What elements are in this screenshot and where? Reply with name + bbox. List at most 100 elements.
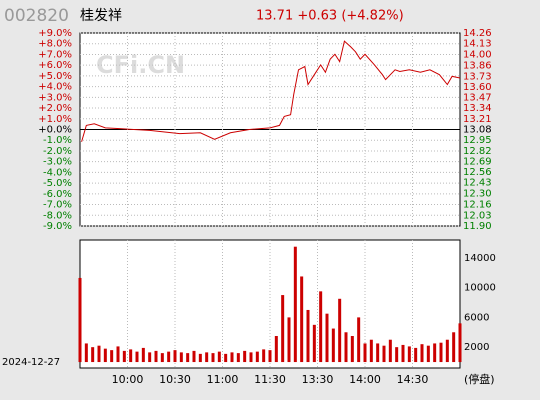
volume-bar — [78, 277, 82, 363]
y2-tick-label: 12.69 — [463, 156, 492, 167]
volume-bar — [230, 352, 234, 363]
y2-tick-label: 13.21 — [463, 114, 492, 125]
volume-bar — [186, 353, 190, 363]
y-tick-label: -5.0% — [43, 178, 72, 189]
volume-bar — [211, 353, 215, 363]
y-tick-label: 6000 — [464, 312, 489, 323]
volume-bar — [97, 345, 101, 363]
volume-bar — [458, 323, 462, 363]
y-tick-label: 10000 — [464, 283, 496, 294]
y2-tick-label: 12.43 — [463, 178, 492, 189]
y2-tick-label: 12.82 — [463, 146, 492, 157]
y-tick-label: -7.0% — [43, 200, 72, 211]
x-tick-label: 11:00 — [207, 373, 239, 386]
volume-bar — [452, 332, 456, 363]
y2-tick-label: 14.26 — [463, 28, 492, 39]
volume-bar — [357, 317, 361, 363]
y-tick-label: +0.0% — [38, 125, 72, 136]
volume-bar — [255, 351, 259, 363]
volume-bar — [376, 343, 380, 363]
y2-tick-label: 14.13 — [463, 39, 492, 50]
volume-bar — [154, 350, 158, 363]
stock-name: 桂发祥 — [80, 8, 122, 24]
volume-bar — [148, 352, 152, 363]
y2-tick-label: 13.86 — [463, 61, 492, 72]
volume-bar — [344, 332, 348, 363]
price-line — [81, 40, 461, 142]
volume-bar — [167, 351, 171, 363]
y-tick-label: +8.0% — [38, 39, 72, 50]
volume-bar — [414, 347, 418, 363]
volume-bar — [350, 336, 354, 363]
volume-bar — [110, 350, 114, 363]
y2-tick-label: 12.03 — [463, 210, 492, 221]
volume-bar — [129, 349, 133, 363]
volume-bar — [300, 276, 304, 363]
x-tick-label: 14:30 — [397, 373, 429, 386]
volume-bar — [325, 313, 329, 363]
y-tick-label: -4.0% — [43, 167, 72, 178]
y-tick-label: -1.0% — [43, 135, 72, 146]
volume-bar — [141, 347, 145, 363]
volume-unit: (停盘) — [464, 372, 495, 386]
volume-bar — [103, 348, 107, 363]
volume-bar — [287, 317, 291, 363]
volume-bar — [388, 339, 392, 363]
y-tick-label: +6.0% — [38, 60, 72, 71]
volume-bar — [192, 350, 196, 363]
y-tick-label: -8.0% — [43, 210, 72, 221]
volume-bar — [217, 351, 221, 363]
x-tick-label: 10:30 — [159, 373, 191, 386]
x-tick-label: 13:30 — [302, 373, 334, 386]
volume-bar — [160, 353, 164, 363]
x-tick-label: 11:30 — [254, 373, 286, 386]
volume-bar — [382, 345, 386, 363]
volume-bar — [243, 350, 247, 363]
y2-tick-label: 11.90 — [463, 221, 492, 232]
volume-bar — [262, 349, 266, 363]
volume-bar — [401, 344, 405, 363]
volume-bar — [369, 339, 373, 363]
volume-bar — [331, 328, 335, 363]
y-tick-label: -6.0% — [43, 189, 72, 200]
volume-bar — [281, 295, 285, 363]
volume-bar — [173, 350, 177, 363]
y-tick-label: +2.0% — [38, 103, 72, 114]
volume-bar — [319, 291, 323, 363]
volume-bar — [249, 352, 253, 363]
y2-tick-label: 12.30 — [463, 188, 492, 199]
y-tick-label: +1.0% — [38, 114, 72, 125]
volume-bar — [363, 343, 367, 363]
y2-tick-label: 13.08 — [463, 125, 492, 136]
x-tick-label: 14:00 — [349, 373, 381, 386]
y2-tick-label: 12.16 — [463, 200, 492, 211]
y2-tick-label: 12.56 — [463, 167, 492, 178]
y-tick-label: +9.0% — [38, 28, 72, 39]
y-tick-label: +7.0% — [38, 49, 72, 60]
volume-bar — [179, 352, 183, 363]
volume-bar — [116, 346, 120, 363]
volume-bar — [236, 353, 240, 363]
y-tick-label: +4.0% — [38, 82, 72, 93]
volume-bar — [306, 309, 310, 363]
volume-bar — [84, 343, 88, 363]
volume-bar — [122, 350, 126, 363]
stock-code: 002820 — [4, 6, 69, 26]
y2-tick-label: 14.00 — [463, 49, 492, 60]
y2-tick-label: 13.34 — [463, 103, 492, 114]
y-tick-label: +3.0% — [38, 92, 72, 103]
volume-bar — [395, 347, 399, 363]
volume-bar — [224, 353, 228, 363]
quote: 13.71 +0.63 (+4.82%) — [256, 9, 404, 24]
y-tick-label: -2.0% — [43, 146, 72, 157]
volume-bar — [445, 339, 449, 363]
volume-bar — [268, 350, 272, 363]
x-tick-label: 10:00 — [112, 373, 144, 386]
volume-bar — [338, 298, 342, 363]
y-tick-label: -9.0% — [43, 221, 72, 232]
y2-tick-label: 13.47 — [463, 93, 492, 104]
volume-bar — [205, 352, 209, 363]
volume-bar — [433, 343, 437, 363]
volume-bar — [407, 346, 411, 363]
